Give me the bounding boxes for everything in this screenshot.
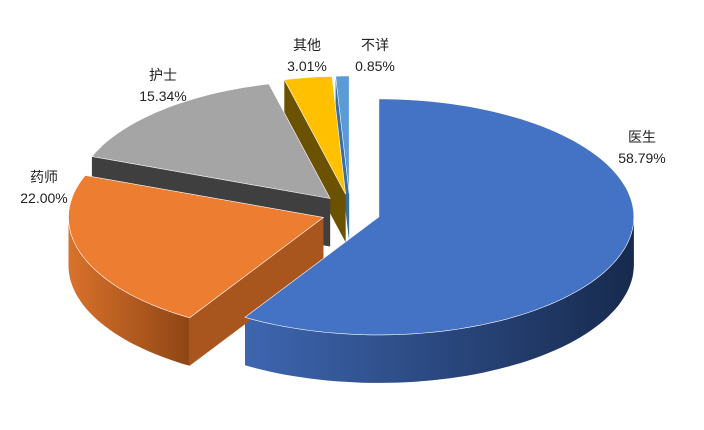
label-pharmacist: 药师 22.00% — [20, 170, 68, 206]
slice-pharmacist-outer-face — [68, 217, 190, 366]
slice-doctor — [244, 98, 635, 336]
slice-unknown-radial-face-0 — [335, 76, 350, 242]
label-other: 其他 3.01% — [287, 38, 327, 74]
label-doctor: 医生 58.79% — [618, 130, 666, 166]
slice-pharmacist — [68, 175, 325, 319]
slice-nurse — [91, 83, 331, 199]
slice-other-radial-face-0 — [284, 79, 346, 243]
slice-unknown — [335, 75, 350, 195]
label-nurse: 护士 15.34% — [139, 68, 187, 104]
slice-doctor-outer-face — [245, 216, 634, 383]
label-unknown: 不详 0.85% — [355, 38, 395, 74]
slice-other — [283, 76, 346, 195]
